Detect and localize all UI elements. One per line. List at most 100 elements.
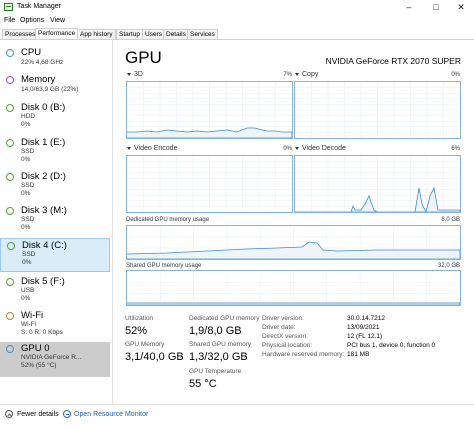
info-value: 30.0.14.7212 [347, 315, 385, 322]
sidebar-item-type: SSD [21, 148, 35, 155]
utilization-value: 52% [125, 325, 148, 337]
sidebar-item-disk-5[interactable]: Disk 5 (F:) USB 0% [0, 275, 110, 308]
tab-performance[interactable]: Performance [35, 28, 79, 39]
graph-copy-label[interactable]: Copy [295, 71, 318, 78]
graph-3d [126, 81, 293, 139]
graph-decode-plot [295, 156, 461, 214]
open-resource-monitor-link[interactable]: Open Resource Monitor [74, 411, 149, 418]
graph-shared-max: 32,0 GB [437, 263, 460, 269]
resource-monitor-icon[interactable] [63, 410, 71, 418]
cpu-graph-icon [6, 49, 14, 57]
sidebar-item-disk-4[interactable]: Disk 4 (C:) SSD 0% [0, 238, 110, 272]
disk-graph-icon [6, 139, 14, 147]
graph-encode [126, 155, 293, 213]
info-value: 13/09/2021 [347, 324, 380, 331]
info-key: DirectX version: [262, 333, 308, 340]
tab-services[interactable]: Services [187, 29, 218, 39]
graph-copy [294, 81, 461, 139]
tab-bar: Processes Performance App history Startu… [0, 28, 474, 40]
sidebar-item-type: SSD [21, 182, 35, 189]
close-icon[interactable]: ✕ [457, 2, 465, 12]
task-manager-icon [4, 3, 13, 11]
sidebar-item-type: Wi-Fi [21, 321, 37, 328]
disk-graph-icon [6, 173, 14, 181]
minimize-icon[interactable]: – [406, 2, 412, 12]
chevron-down-icon [127, 72, 131, 76]
menu-options[interactable]: Options [20, 17, 45, 24]
graph-dedicated-memory [126, 225, 461, 260]
graph-dedicated-series [126, 241, 461, 260]
page-title: GPU [125, 48, 162, 67]
gpu-graph-icon [6, 345, 14, 353]
sidebar-item-type: SSD [22, 251, 36, 258]
graph-dedicated-label: Dedicated GPU memory usage [126, 217, 210, 223]
graph-3d-plot [127, 82, 293, 139]
sidebar-item-type: HDD [21, 113, 36, 120]
graph-shared-plot [127, 271, 461, 306]
sidebar-item-title: Disk 3 (M:) [21, 205, 67, 216]
sidebar-item-gpu-0[interactable]: GPU 0 NVIDIA GeForce R... 52% (55 °C) [0, 342, 110, 377]
sidebar-item-disk-2[interactable]: Disk 2 (D:) SSD 0% [0, 170, 110, 203]
graph-decode-percent: 6% [451, 146, 460, 152]
tab-app-history[interactable]: App history [77, 29, 116, 39]
gpu-model-name: NVIDIA GeForce RTX 2070 SUPER [325, 56, 461, 66]
sidebar-item-type: SSD [21, 216, 35, 223]
sidebar-item-disk-0[interactable]: Disk 0 (B:) HDD 0% [0, 101, 110, 134]
fewer-details-link[interactable]: Fewer details [17, 411, 59, 418]
maximize-icon[interactable]: □ [433, 2, 439, 12]
graph-3d-series [127, 127, 293, 139]
graph-encode-percent: 0% [283, 146, 292, 152]
tab-details[interactable]: Details [163, 29, 189, 39]
sidebar-item-detail: 52% (55 °C) [21, 362, 57, 369]
sidebar-item-disk-3[interactable]: Disk 3 (M:) SSD 0% [0, 204, 110, 237]
graph-encode-label[interactable]: Video Encode [127, 145, 177, 152]
info-value: 12 (FL 12.1) [347, 333, 383, 340]
sidebar-item-type: USB [21, 287, 35, 294]
sidebar-item-title: Disk 4 (C:) [22, 240, 67, 251]
shared-memory-label: Shared GPU memory [189, 341, 252, 348]
tab-users[interactable]: Users [142, 29, 165, 39]
collapse-icon[interactable] [5, 410, 13, 418]
dedicated-memory-label: Dedicated GPU memory [189, 315, 260, 322]
info-key: Driver date: [262, 324, 296, 331]
graph-encode-plot [127, 156, 292, 212]
sidebar-item-title: Wi-Fi [21, 310, 44, 321]
sidebar-item-cpu[interactable]: CPU 22% 4,68 GHz [0, 46, 110, 79]
graph-3d-label[interactable]: 3D [127, 71, 143, 78]
info-key: Driver version: [262, 315, 304, 322]
sidebar-item-type: NVIDIA GeForce R... [21, 354, 82, 361]
sidebar-item-wifi[interactable]: Wi-Fi Wi-Fi S: 0 R: 0 Kbps [0, 309, 110, 342]
gpu-temperature-label: GPU Temperature [189, 368, 242, 375]
graph-dedicated-plot [126, 226, 461, 260]
graph-shared-series [127, 302, 461, 306]
window-title: Task Manager [17, 3, 61, 10]
graph-3d-percent: 7% [283, 72, 292, 78]
graph-copy-plot [295, 82, 460, 138]
menu-file[interactable]: File [4, 17, 16, 24]
info-value: 181 MB [347, 351, 370, 358]
chevron-down-icon [295, 146, 299, 150]
tab-startup[interactable]: Startup [116, 29, 143, 39]
sidebar-item-detail: 14,0/63,9 GB (22%) [21, 86, 79, 93]
sidebar-item-title: CPU [21, 47, 42, 58]
sidebar-item-title: Disk 0 (B:) [21, 102, 66, 113]
sidebar-item-detail: 0% [21, 156, 31, 163]
graph-shared-memory [126, 270, 461, 306]
memory-graph-icon [6, 76, 14, 84]
sidebar-item-title: Disk 2 (D:) [21, 171, 66, 182]
tab-processes[interactable]: Processes [2, 29, 39, 39]
chevron-down-icon [295, 72, 299, 76]
sidebar-item-memory[interactable]: Memory 14,0/63,9 GB (22%) [0, 73, 110, 106]
graph-copy-percent: 0% [451, 72, 460, 78]
graph-dedicated-max: 8,0 GB [441, 217, 460, 223]
network-graph-icon [6, 312, 14, 320]
disk-graph-icon [7, 242, 15, 250]
info-key: Physical location: [262, 342, 313, 349]
sidebar-item-disk-1[interactable]: Disk 1 (E:) SSD 0% [0, 136, 110, 169]
chevron-down-icon [127, 146, 131, 150]
gpu-memory-label: GPU Memory [125, 341, 165, 348]
disk-graph-icon [6, 207, 14, 215]
sidebar-item-detail: 0% [22, 259, 32, 266]
graph-decode-label[interactable]: Video Decode [295, 145, 346, 152]
menu-view[interactable]: View [50, 17, 66, 24]
